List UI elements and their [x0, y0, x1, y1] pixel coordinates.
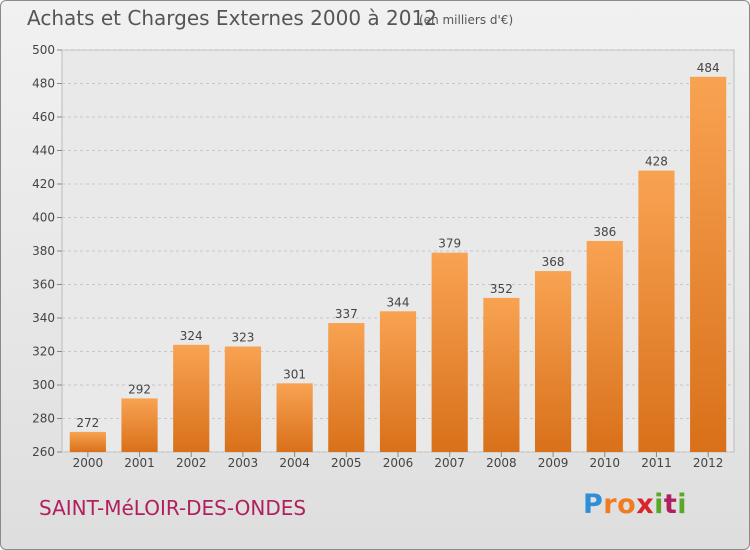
bar-2011 [638, 170, 675, 452]
x-tick-label: 2012 [693, 456, 724, 470]
bar-value-label: 379 [438, 237, 461, 251]
y-tick-label: 320 [32, 345, 55, 359]
bar-value-label: 484 [697, 61, 720, 75]
bar-2004 [276, 383, 313, 452]
x-tick-label: 2006 [383, 456, 414, 470]
bar-value-label: 428 [645, 155, 668, 169]
bar-value-label: 301 [283, 367, 306, 381]
x-tick-label: 2008 [486, 456, 517, 470]
bar-value-label: 368 [542, 255, 565, 269]
logo-letter: x [636, 489, 655, 520]
y-tick-label: 280 [32, 412, 55, 426]
x-tick-label: 2010 [589, 456, 620, 470]
x-tick-label: 2005 [331, 456, 362, 470]
x-tick-label: 2000 [73, 456, 104, 470]
bar-2009 [534, 271, 572, 452]
bar-2002 [173, 344, 210, 452]
logo-letter: t [663, 489, 678, 520]
bar-value-label: 324 [180, 329, 203, 343]
y-tick-label: 380 [32, 244, 55, 258]
x-tick-label: 2011 [641, 456, 672, 470]
bar-value-label: 292 [128, 382, 151, 396]
bar-2001 [121, 398, 158, 452]
x-tick-label: 2007 [434, 456, 465, 470]
bar-value-label: 337 [335, 307, 358, 321]
proxiti-logo: Proxiti [583, 489, 687, 520]
y-tick-label: 400 [32, 211, 55, 225]
y-axis: 260 280 300 320 340 360 380 400 420 440 460 480 500 [32, 43, 62, 459]
x-axis: 2000 2001 2002 2003 2004 2005 2006 2007 2008 2009… [73, 452, 724, 470]
bar-2003 [224, 346, 262, 452]
bar-value-label: 323 [231, 330, 254, 344]
bar-value-label: 272 [76, 416, 99, 430]
commune-name: SAINT-MéLOIR-DES-ONDES [39, 496, 307, 520]
logo-letter: r [603, 489, 618, 520]
bar-2007 [431, 252, 468, 452]
logo-letter: P [583, 489, 604, 520]
bar-2012 [690, 76, 727, 453]
bar-2006 [379, 311, 417, 452]
y-tick-label: 480 [32, 77, 55, 91]
bar-2005 [328, 323, 365, 452]
bars: 272 292 324 323 301 337 344 379 352 368 386 428 484 [69, 61, 727, 453]
x-tick-label: 2004 [279, 456, 310, 470]
y-tick-label: 420 [32, 177, 55, 191]
y-tick-label: 260 [32, 445, 55, 459]
x-tick-label: 2003 [228, 456, 259, 470]
logo-letter: i [654, 489, 664, 520]
bar-value-label: 386 [593, 225, 616, 239]
y-tick-label: 500 [32, 43, 55, 57]
logo-letter: i [677, 489, 688, 520]
x-tick-label: 2001 [124, 456, 155, 470]
y-tick-label: 460 [32, 110, 55, 124]
logo-letter: o [617, 489, 637, 520]
bar-2000 [69, 431, 106, 452]
y-tick-label: 300 [32, 378, 55, 392]
bar-value-label: 352 [490, 282, 513, 296]
y-tick-label: 340 [32, 311, 55, 325]
y-tick-label: 360 [32, 278, 55, 292]
chart-unit: (en milliers d'€) [419, 13, 514, 27]
x-tick-label: 2009 [538, 456, 569, 470]
y-tick-label: 440 [32, 144, 55, 158]
bar-2008 [483, 297, 520, 452]
x-tick-label: 2002 [176, 456, 207, 470]
chart-title: Achats et Charges Externes 2000 à 2012 [27, 6, 437, 30]
bar-value-label: 344 [387, 295, 410, 309]
bar-2010 [586, 240, 623, 452]
